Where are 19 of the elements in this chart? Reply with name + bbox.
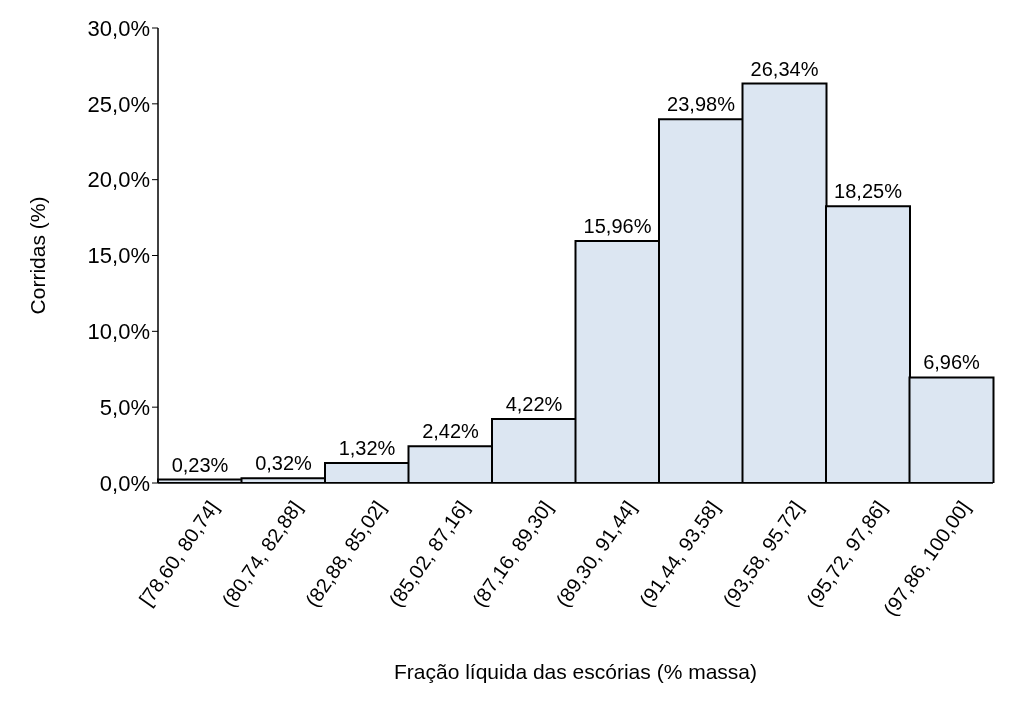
y-tick-label: 30,0% — [87, 15, 150, 41]
y-axis-title: Corridas (%) — [26, 196, 50, 315]
y-tick-label: 0,0% — [99, 470, 150, 496]
data-label: 15,96% — [583, 214, 652, 237]
data-label: 4,22% — [505, 393, 563, 415]
data-label: 23,98% — [667, 93, 736, 116]
x-axis-title: Fração líquida das escórias (% massa) — [393, 660, 758, 684]
data-label: 6,96% — [923, 351, 981, 374]
y-tick-label: 25,0% — [87, 91, 150, 117]
y-tick-label: 5,0% — [99, 394, 150, 420]
data-label: 0,32% — [255, 452, 313, 475]
data-label: 26,34% — [750, 57, 819, 80]
data-label: 1,32% — [338, 436, 396, 459]
data-label: 0,23% — [171, 453, 229, 476]
data-label: 2,42% — [422, 420, 480, 443]
y-tick-label: 15,0% — [87, 243, 150, 269]
y-tick-label: 10,0% — [87, 319, 150, 345]
y-tick-label: 20,0% — [87, 167, 150, 193]
data-label: 18,25% — [834, 180, 903, 203]
